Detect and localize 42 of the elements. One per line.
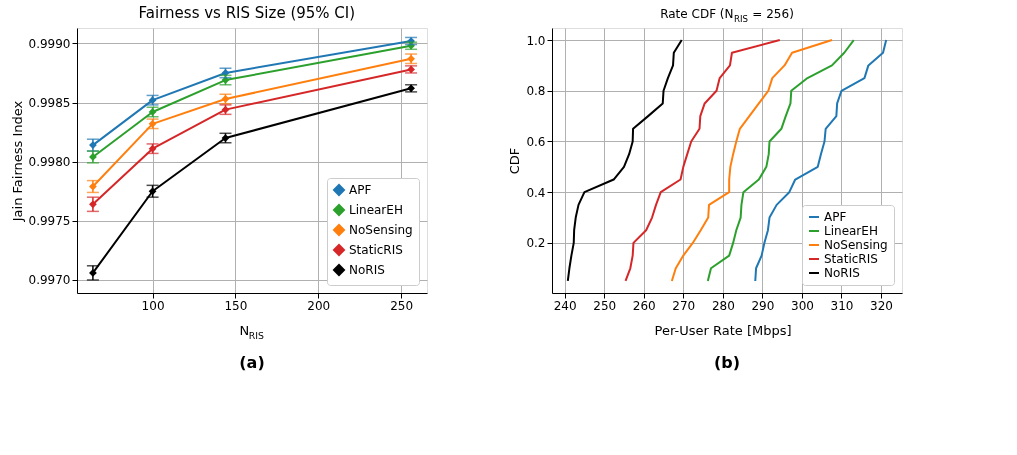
line-series — [566, 39, 683, 282]
x-tick-label: 100 — [141, 298, 165, 313]
y-tick-label: 0.9970 — [28, 273, 71, 288]
legend-label: NoRIS — [349, 263, 385, 277]
y-tick-label: 1.0 — [526, 33, 546, 48]
y-tick-label: 0.8 — [526, 84, 546, 99]
legend-label: APF — [824, 210, 847, 224]
legend-label: LinearEH — [349, 203, 403, 217]
x-tick-label: 280 — [711, 298, 735, 313]
text: (b) — [713, 353, 741, 372]
y-tick-label: 0.9990 — [28, 36, 71, 51]
x-tick-label: 250 — [390, 298, 414, 313]
x-tick-label: 260 — [632, 298, 656, 313]
x-tick-label: 250 — [593, 298, 617, 313]
legend-label: StaticRIS — [349, 243, 403, 257]
line-series — [754, 39, 888, 282]
legend-label: NoSensing — [824, 238, 888, 252]
chart-title: Fairness vs RIS Size (95% CI) — [138, 4, 356, 22]
y-axis-title: CDF — [507, 147, 523, 175]
x-axis-title: Per-User Rate [Mbps] — [654, 323, 792, 338]
y-tick-label: 0.9975 — [28, 214, 71, 229]
x-tick-label: 240 — [553, 298, 577, 313]
text: (a) — [239, 353, 265, 372]
x-tick-label: 300 — [790, 298, 814, 313]
legend-label: NoRIS — [824, 266, 860, 280]
x-tick-label: 150 — [224, 298, 248, 313]
line-series — [624, 39, 781, 282]
x-tick-label: 290 — [751, 298, 775, 313]
x-tick-label: 310 — [830, 298, 854, 313]
y-tick-label: 0.6 — [526, 134, 546, 149]
x-tick-label: 200 — [307, 298, 331, 313]
legend-label: APF — [349, 183, 372, 197]
y-tick-label: 0.9985 — [28, 96, 71, 111]
y-tick-label: 0.9980 — [28, 155, 71, 170]
legend-label: NoSensing — [349, 223, 413, 237]
y-tick-label: 0.4 — [526, 185, 546, 200]
legend-label: StaticRIS — [824, 252, 878, 266]
y-tick-label: 0.2 — [526, 236, 546, 251]
legend-label: LinearEH — [824, 224, 878, 238]
x-tick-label: 270 — [672, 298, 696, 313]
y-axis-title: Jain Fairness Index — [9, 100, 25, 223]
x-tick-label: 320 — [870, 298, 893, 313]
